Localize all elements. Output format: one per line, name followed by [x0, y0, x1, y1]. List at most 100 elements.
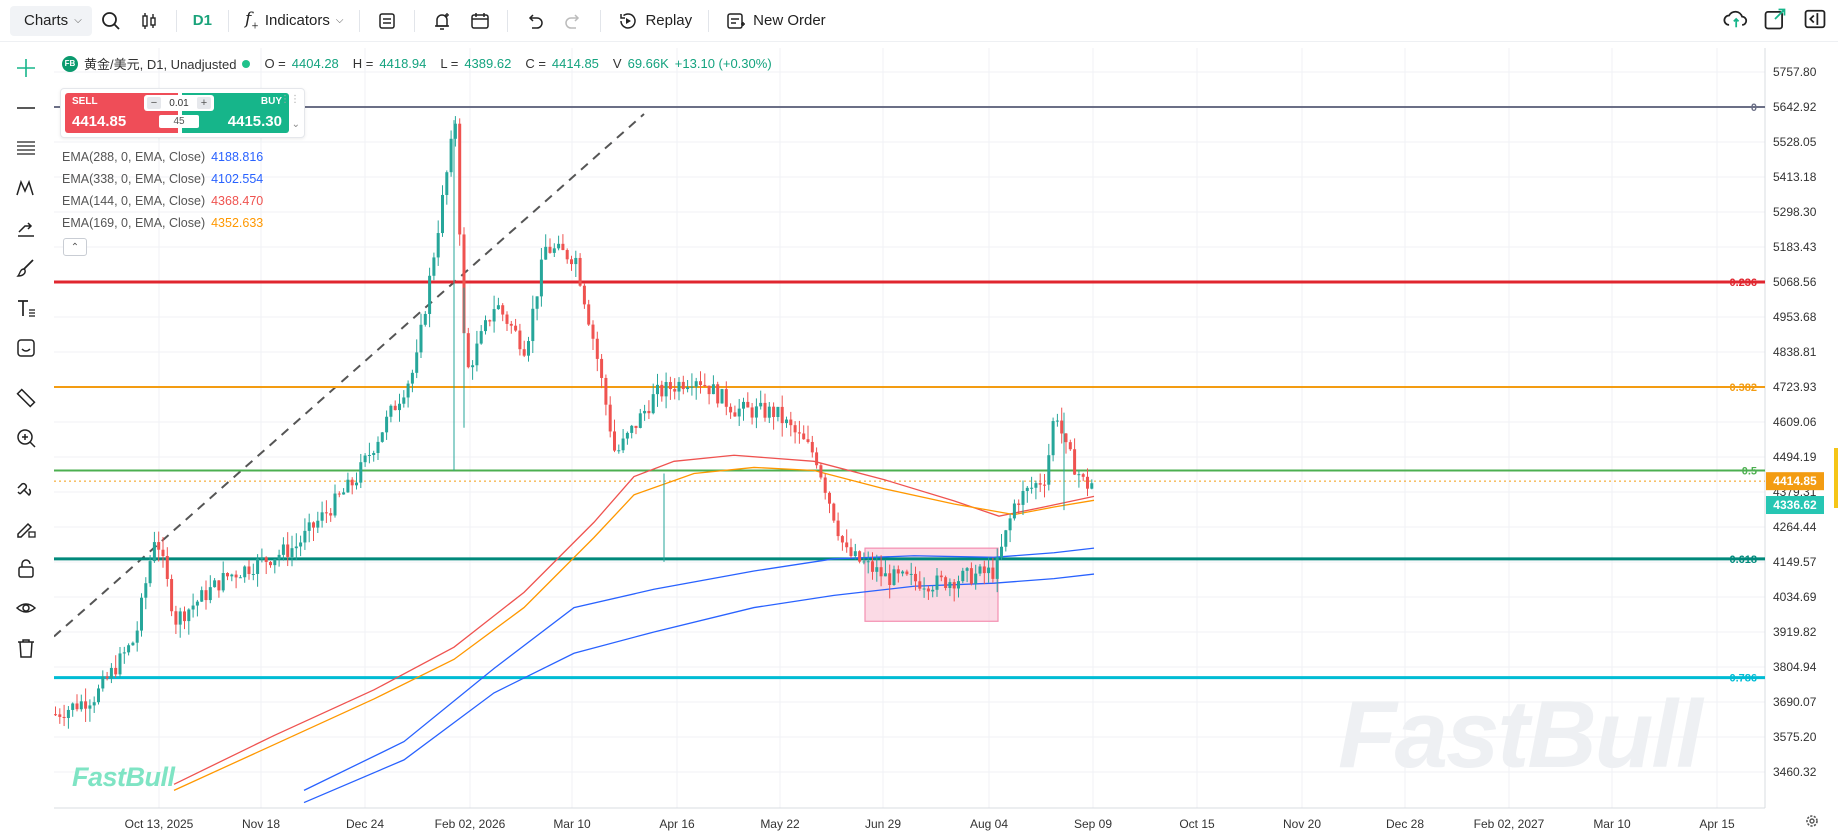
undo-button[interactable] [516, 6, 554, 36]
charts-menu-button[interactable]: Charts ⌵ [10, 5, 92, 36]
drag-handle-icon[interactable]: ⋮⋮ [280, 94, 300, 105]
indicator-row[interactable]: EMA(144, 0, EMA, Close) 4368.470 [62, 190, 263, 212]
gear-icon[interactable] [1804, 813, 1820, 829]
emoji-tool[interactable] [9, 331, 43, 365]
brush-tool[interactable] [9, 251, 43, 285]
projection-icon [18, 222, 34, 237]
time-tick-label: Aug 04 [970, 817, 1008, 831]
alert-button[interactable] [423, 6, 461, 36]
fibonacci-icon [17, 141, 35, 155]
lock-drawing-tool[interactable] [9, 511, 43, 545]
replay-button[interactable]: Replay [609, 6, 700, 36]
increase-quantity-button[interactable]: + [197, 97, 211, 109]
candle-body [329, 513, 333, 516]
indicator-value: 4352.633 [211, 216, 264, 230]
time-tick-label: Nov 18 [242, 817, 280, 831]
candle-body [277, 554, 281, 560]
zoom-tool[interactable] [9, 421, 43, 455]
quick-trade-panel: SELL 4414.85 BUY 4415.30 − 0.01 + 45 ⋮⋮ … [60, 88, 305, 138]
candle-body [1004, 530, 1008, 547]
candle-body [1034, 483, 1038, 488]
candle-body [522, 349, 526, 356]
time-tick-label: Apr 16 [659, 817, 695, 831]
fibonacci-retracement[interactable]: 0 0.236 0.382 0.5 0.618 0.786 [54, 102, 1765, 685]
exit-fullscreen-icon[interactable] [1802, 6, 1828, 32]
price-scale-handle[interactable] [1834, 448, 1838, 508]
indicators-label: Indicators [264, 12, 330, 29]
cloud-sync-icon[interactable] [1722, 6, 1748, 32]
magnet-tool[interactable] [9, 471, 43, 505]
low-label: L = [440, 56, 459, 71]
candle-body [858, 551, 862, 562]
candlesticks[interactable] [54, 116, 1094, 729]
candle-body [832, 503, 836, 521]
ema-169-line[interactable] [173, 466, 1095, 791]
search-button[interactable] [92, 6, 130, 36]
candle-body [1077, 474, 1081, 476]
magnet-icon [17, 482, 32, 497]
candle-body [802, 433, 806, 440]
chevron-down-icon[interactable]: ⌄ [291, 119, 300, 130]
interval-button[interactable]: D1 [192, 12, 212, 29]
candle-body [410, 372, 414, 384]
new-order-button[interactable]: New Order [717, 6, 834, 36]
pattern-tool[interactable] [9, 171, 43, 205]
templates-button[interactable] [368, 6, 406, 36]
measure-tool[interactable] [9, 381, 43, 415]
price-tick-label: 5757.80 [1773, 65, 1817, 79]
text-tool[interactable] [9, 291, 43, 325]
replay-label: Replay [645, 12, 693, 29]
candle-body [905, 571, 909, 575]
candle-body [548, 246, 552, 253]
line-tool[interactable] [9, 91, 43, 125]
sell-price: 4414.85 [72, 113, 127, 130]
indicator-row[interactable]: EMA(169, 0, EMA, Close) 4352.633 [62, 212, 263, 234]
ema-288-line[interactable] [303, 547, 1095, 791]
candle-body [776, 406, 780, 418]
crosshair-icon [17, 59, 35, 77]
candle-body [514, 325, 518, 331]
candle-body [828, 492, 831, 504]
candle-body [299, 542, 303, 547]
symbol-name[interactable]: 黄金/美元, D1, Unadjusted [84, 57, 237, 72]
candle-body [595, 338, 599, 359]
candle-body [484, 320, 487, 332]
share-icon[interactable] [1762, 6, 1788, 32]
candle-body [707, 385, 711, 395]
candle-body [256, 558, 260, 574]
candle-body [101, 676, 105, 689]
indicator-row[interactable]: EMA(338, 0, EMA, Close) 4102.554 [62, 168, 263, 190]
candle-body [62, 716, 66, 718]
price-tick-label: 4264.44 [1773, 520, 1817, 534]
indicators-button[interactable]: f+ Indicators ⌵ [237, 6, 351, 36]
redo-button[interactable] [554, 6, 592, 36]
buy-label: BUY [260, 96, 282, 107]
projection-tool[interactable] [9, 211, 43, 245]
delete-tool[interactable] [9, 631, 43, 665]
visibility-tool[interactable] [9, 591, 43, 625]
candle-body [148, 561, 152, 584]
candle-body [544, 246, 548, 260]
chevron-up-icon: ⌃ [70, 241, 80, 253]
quantity-value[interactable]: 0.01 [169, 97, 189, 109]
ema-338-line[interactable] [303, 573, 1095, 804]
decrease-quantity-button[interactable]: − [147, 97, 161, 109]
fib-tool[interactable] [9, 131, 43, 165]
ema-144-line[interactable] [173, 454, 1095, 785]
calendar-button[interactable] [461, 6, 499, 36]
trend-line[interactable] [54, 113, 645, 638]
lock-tool[interactable] [9, 551, 43, 585]
candle-body [144, 583, 148, 598]
redo-icon [565, 13, 580, 29]
crosshair-tool[interactable] [9, 51, 43, 85]
fib-level-label: 0.618 [1729, 554, 1757, 566]
chart-type-button[interactable] [130, 6, 168, 36]
indicator-row[interactable]: EMA(288, 0, EMA, Close) 4188.816 [62, 146, 263, 168]
candle-body [527, 341, 530, 356]
price-chart[interactable]: 5757.80 5642.92 5528.05 5413.18 5298.30 5183.… [54, 48, 1838, 839]
chart-area[interactable]: 5757.80 5642.92 5528.05 5413.18 5298.30 5183.… [54, 48, 1838, 839]
candle-body [1038, 483, 1042, 485]
candle-body [92, 702, 96, 706]
price-tick-label: 4149.57 [1773, 555, 1817, 569]
collapse-legend-button[interactable]: ⌃ [63, 238, 87, 256]
